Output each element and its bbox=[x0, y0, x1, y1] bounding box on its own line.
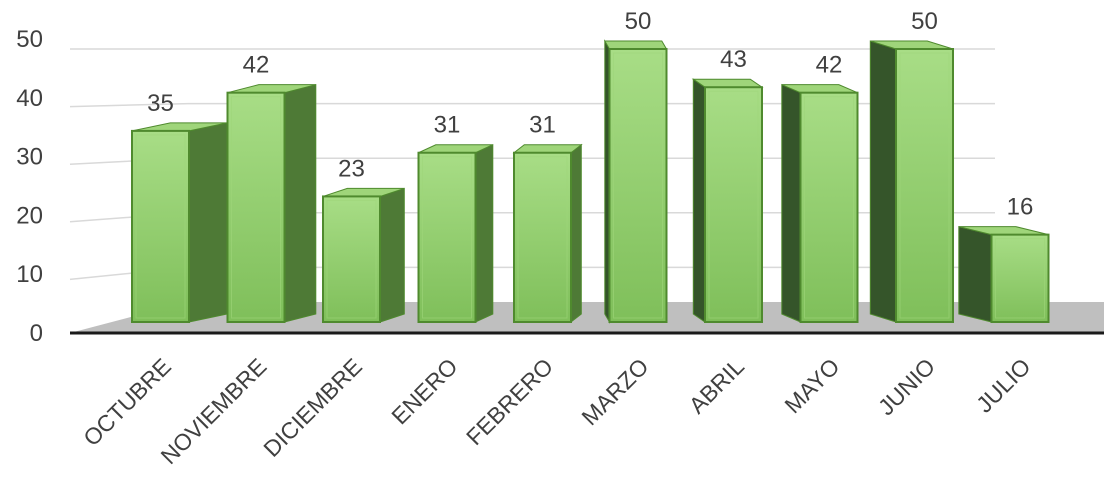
bar-highlight bbox=[231, 96, 281, 319]
bar-side-face bbox=[869, 40, 897, 323]
bar-top-face bbox=[512, 144, 583, 154]
bar-mayo bbox=[781, 83, 859, 324]
bars bbox=[131, 39, 1050, 324]
bar-front-face bbox=[131, 129, 190, 323]
data-label: 50 bbox=[911, 8, 938, 35]
bar-front-face bbox=[799, 91, 859, 324]
bar-front-face bbox=[608, 48, 668, 323]
data-label: 31 bbox=[434, 112, 461, 139]
bar-side-face bbox=[958, 226, 992, 323]
bar-side-face bbox=[570, 143, 582, 324]
bar-highlight bbox=[995, 238, 1045, 319]
bar-marzo bbox=[603, 39, 668, 324]
bar-front-face bbox=[513, 151, 572, 323]
x-tick-label: JUNIO bbox=[873, 353, 940, 420]
bar-febrero bbox=[512, 143, 583, 324]
data-label: 35 bbox=[147, 90, 174, 117]
bar-highlight bbox=[422, 156, 472, 319]
bar-side-face bbox=[692, 78, 706, 323]
bar-abril bbox=[691, 78, 764, 323]
y-tick-label: 50 bbox=[16, 26, 43, 53]
bar-highlight bbox=[135, 134, 186, 319]
bar-side-face bbox=[475, 143, 494, 323]
bar-top-face bbox=[603, 40, 668, 50]
bar-top-face bbox=[691, 78, 764, 88]
bar-highlight bbox=[613, 52, 663, 319]
bar-highlight bbox=[804, 96, 854, 319]
bar-side-face bbox=[284, 84, 317, 323]
bar-front-face bbox=[990, 233, 1050, 323]
x-tick-label: FEBRERO bbox=[461, 353, 558, 450]
y-tick-label: 40 bbox=[16, 85, 43, 112]
y-tick-label: 10 bbox=[16, 261, 43, 288]
bar-noviembre bbox=[226, 84, 317, 324]
data-labels: 35 42 23 31 31 50 43 42 50 16 bbox=[147, 8, 1033, 221]
data-label: 43 bbox=[720, 46, 747, 73]
x-tick-label: JULIO bbox=[971, 353, 1035, 417]
x-tick-label: DICIEMBRE bbox=[258, 353, 367, 462]
bar-front-face bbox=[322, 195, 381, 323]
bar-highlight bbox=[517, 156, 568, 319]
bar-side-face bbox=[781, 83, 801, 323]
bar-junio bbox=[869, 40, 954, 323]
data-label: 16 bbox=[1007, 194, 1034, 221]
bar-front-face bbox=[895, 48, 954, 323]
x-tick-label: ABRIL bbox=[684, 353, 750, 419]
data-label: 50 bbox=[625, 8, 652, 35]
data-label: 23 bbox=[338, 155, 365, 182]
data-label: 42 bbox=[243, 52, 270, 79]
x-tick-label: MAYO bbox=[779, 353, 844, 418]
bar-octubre bbox=[131, 122, 228, 323]
bar-enero bbox=[417, 143, 494, 323]
bar-front-face bbox=[417, 151, 477, 323]
bar-diciembre bbox=[322, 187, 405, 323]
bar-highlight bbox=[708, 90, 759, 319]
y-tick-label: 0 bbox=[30, 320, 43, 347]
bar-front-face bbox=[226, 91, 286, 324]
bar-side-face bbox=[188, 122, 228, 323]
y-tick-label: 30 bbox=[16, 144, 43, 171]
bar-julio bbox=[958, 226, 1050, 323]
x-tick-label: OCTUBRE bbox=[78, 353, 176, 451]
bar-highlight bbox=[899, 52, 950, 319]
x-tick-label: MARZO bbox=[576, 353, 653, 430]
axes: 0 10 20 30 40 50 bbox=[16, 26, 1104, 347]
data-label: 31 bbox=[529, 112, 556, 139]
x-tick-label: ENERO bbox=[386, 353, 462, 429]
y-tick-label: 20 bbox=[16, 202, 43, 229]
bar-highlight bbox=[326, 199, 377, 319]
bar-front-face bbox=[704, 86, 763, 323]
data-label: 42 bbox=[816, 52, 843, 79]
bar-side-face bbox=[379, 187, 405, 323]
